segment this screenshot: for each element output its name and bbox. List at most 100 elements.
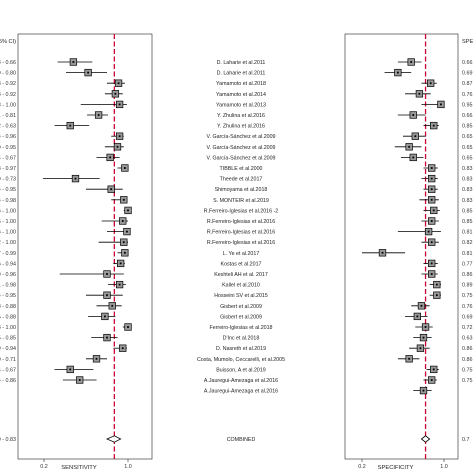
left-value-label: 0.89 - 0.95 <box>0 145 16 151</box>
left-value-label: 0.84 - 0.67 <box>0 155 16 161</box>
right-point-center <box>414 135 417 138</box>
right-value-label: 0.85 <box>462 219 473 225</box>
left-value-label: 0.98 - 0.92 <box>0 81 16 87</box>
left-value-label: 0.69 - 0.96 <box>0 272 16 278</box>
right-value-label: 0.76 <box>462 92 473 98</box>
right-value-label: 0.81 <box>462 230 473 236</box>
left-value-label: 0.95 - 1.00 <box>0 219 16 225</box>
right-value-label: 0.85 <box>462 124 473 130</box>
right-value-label: 0.86 <box>462 357 473 363</box>
study-label: D'Inc et al.2018 <box>223 336 260 342</box>
right-combined-diamond <box>420 435 431 443</box>
right-value-label: 0.65 <box>462 145 473 151</box>
right-point-center <box>416 315 419 318</box>
study-label: Buisson, A et al.2019 <box>216 367 266 373</box>
right-point-center <box>420 304 423 307</box>
left-point-center <box>106 294 108 297</box>
left-value-label: 0.84 - 0.98 <box>0 198 16 204</box>
left-axis-tick-label: 1.0 <box>124 464 132 470</box>
left-value-label: 0.34 - 0.67 <box>0 367 16 373</box>
left-point-center <box>123 251 126 254</box>
left-value-label: 0.94 - 0.95 <box>0 293 16 299</box>
right-point-center <box>429 82 432 85</box>
right-value-label: 0.72 <box>462 325 473 331</box>
study-label: Keshteli AH et al. 2017 <box>214 272 268 278</box>
left-point-center <box>126 230 128 233</box>
left-point-center <box>106 336 108 339</box>
left-point-center <box>123 167 126 169</box>
right-point-center <box>424 326 427 328</box>
study-label: Ferreiro-Iglesias et al.2018 <box>209 325 272 331</box>
left-value-label: 0.84 - 0.95 <box>0 187 16 193</box>
left-point-center <box>111 304 114 307</box>
left-point-center <box>95 357 98 360</box>
right-value-label: 0.83 <box>462 177 473 183</box>
left-value-label: 0.19 - 0.73 <box>0 177 16 183</box>
left-point-center <box>114 92 117 95</box>
right-value-label: 0.86 <box>462 346 473 352</box>
study-label: R.Ferreiro-Iglesias et al.2016 -2 <box>204 208 279 214</box>
left-point-center <box>110 188 113 191</box>
right-value-label: 0.86 <box>462 272 473 278</box>
right-value-label: 0.83 <box>462 187 473 193</box>
left-value-label: 0.89 - 0.94 <box>0 346 16 352</box>
study-label: V. García-Sánchez et al.2009 <box>206 134 275 140</box>
left-value-label: 0.95 - 0.88 <box>0 314 16 320</box>
left-value-label: 0.52 - 0.63 <box>0 124 16 130</box>
right-value-label: 0.85 <box>462 208 473 214</box>
left-value-label: 0.97 - 0.99 <box>0 251 16 257</box>
study-label: V. García-Sánchez et al.2009 <box>206 145 275 151</box>
left-value-label: 0.88 - 1.00 <box>0 325 16 331</box>
left-point-center <box>122 241 125 244</box>
study-label: Gisbert et al.2009 <box>220 304 262 310</box>
right-value-label: 0.81 <box>462 251 473 257</box>
left-combined-label: 0.80 - 0.83 <box>0 437 16 443</box>
right-value-label: 0.65 <box>462 155 473 161</box>
right-point-center <box>432 368 435 371</box>
right-point-center <box>430 273 433 275</box>
left-point-center <box>109 156 112 159</box>
right-value-label: 0.75 <box>462 293 473 299</box>
right-point-center <box>432 124 435 127</box>
right-panel-frame <box>344 33 459 460</box>
right-point-center <box>418 92 421 95</box>
left-point-center <box>72 61 75 63</box>
right-value-label: 0.95 <box>462 102 473 108</box>
left-point-center <box>78 379 81 381</box>
right-value-label: 0.82 <box>462 240 473 246</box>
right-value-label: 0.89 <box>462 283 473 289</box>
left-point-center <box>118 135 121 138</box>
left-value-label: 0.81 - 0.98 <box>0 283 16 289</box>
right-point-center <box>440 103 442 106</box>
study-label: A.Jauregui-Amezaga et al.2016 <box>204 389 278 395</box>
right-point-center <box>430 379 433 381</box>
right-value-label: 0.75 <box>462 378 473 384</box>
left-point-center <box>127 209 129 212</box>
left-point-center <box>118 103 121 106</box>
right-combined-label: 0.7 <box>462 437 470 443</box>
study-label: R.Ferreiro-Iglesias et al.2016 <box>207 219 275 225</box>
right-point-center <box>435 294 438 297</box>
left-point-center <box>117 82 120 85</box>
right-point-center <box>430 198 433 201</box>
right-point-center <box>422 389 425 392</box>
right-value-label: 0.69 <box>462 71 473 77</box>
left-value-label: 0.85 - 0.85 <box>0 336 16 342</box>
study-label: Kostas et al.2017 <box>221 261 262 267</box>
study-label: Y. Zhulina et al.2016 <box>217 113 265 119</box>
left-axis-label: SENSITIVITY <box>61 465 97 471</box>
specificity-panel: SPE 0.66 0.69 0.87 0.76 0.95 0.66 0.85 0.65 0.65 0… <box>344 33 473 471</box>
study-label: D. Nasreth et al.2019 <box>216 346 266 352</box>
right-point-center <box>430 177 433 180</box>
right-value-label: 0.66 <box>462 113 473 119</box>
study-column: D. Laharie et al.2011 D. Laharie et al.20… <box>197 60 285 443</box>
study-label: L. Ye et al.2017 <box>223 251 260 257</box>
left-value-label: 0.86 - 0.94 <box>0 261 16 267</box>
left-value-label: 0.96 - 1.00 <box>0 230 16 236</box>
left-value-label: 0.88 - 0.92 <box>0 92 16 98</box>
right-point-center <box>396 71 399 74</box>
left-point-center <box>119 262 122 265</box>
left-point-center <box>69 124 72 127</box>
right-value-label: 0.63 <box>462 336 473 342</box>
